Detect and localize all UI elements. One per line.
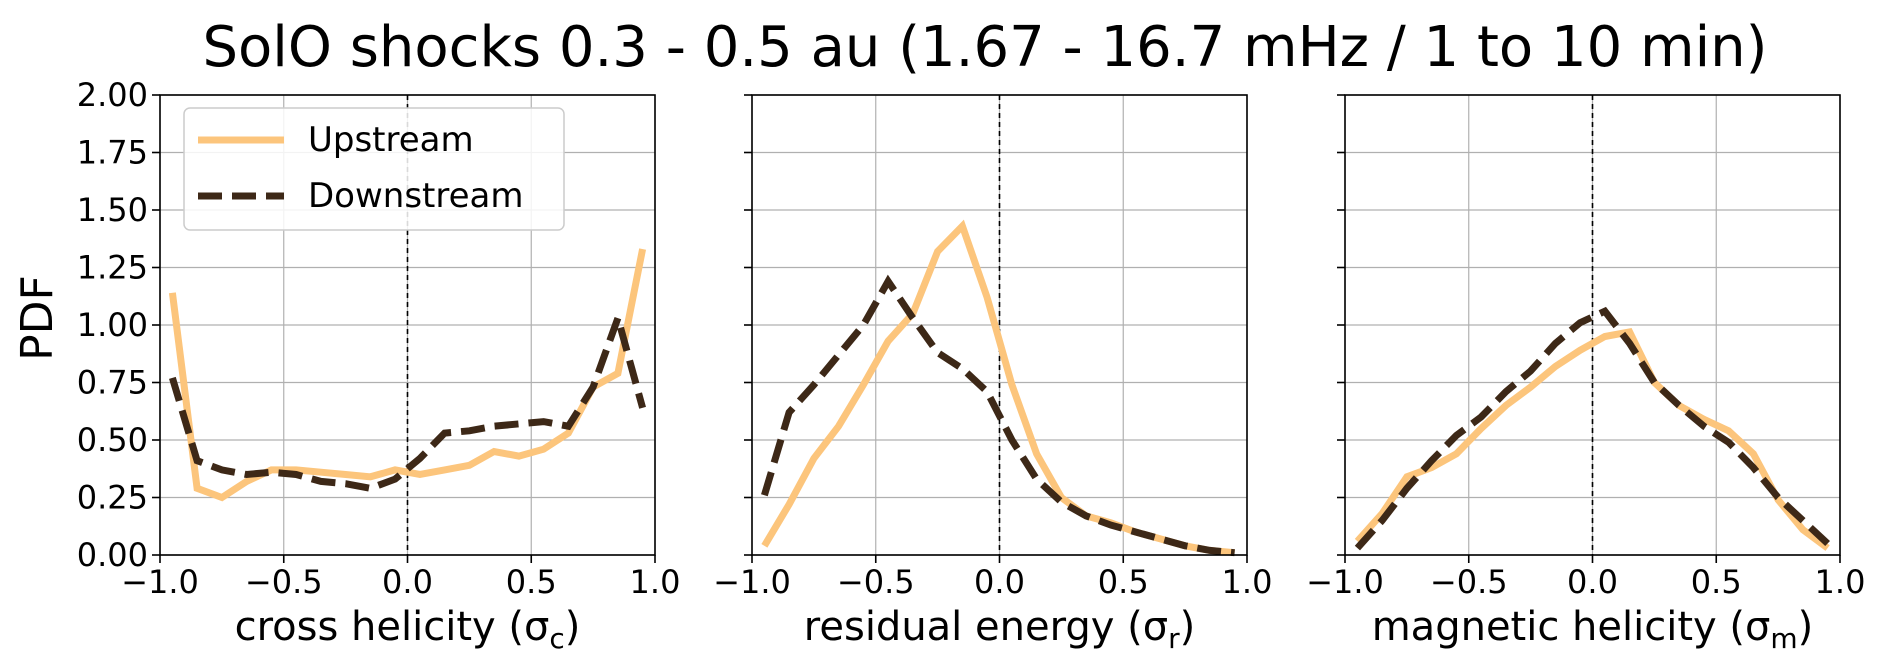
y-tick-label: 1.25 (77, 249, 148, 287)
x-axis-label: residual energy (σr) (804, 604, 1195, 655)
y-axis-label: PDF (12, 275, 63, 361)
series-line-downstream (761, 274, 1235, 557)
x-axis-label: magnetic helicity (σm) (1372, 604, 1814, 655)
y-tick-label: 0.00 (77, 536, 148, 574)
x-tick-label: 0.5 (1098, 563, 1149, 601)
x-tick-label: 1.0 (630, 563, 681, 601)
x-tick-label: 0.0 (1567, 563, 1618, 601)
series-line-upstream (761, 219, 1235, 557)
chart-title: SolO shocks 0.3 - 0.5 au (1.67 - 16.7 mH… (202, 15, 1767, 80)
y-tick-label: 0.25 (77, 479, 148, 517)
x-axis-label: cross helicity (σc) (235, 604, 581, 655)
panels: −1.0 −0.5 0.0 0.5 1.0 0.00 0.25 0.50 0.75 1.00 1.2… (77, 76, 1866, 655)
series-line-downstream (169, 306, 646, 492)
x-tick-label: −0.5 (1430, 563, 1508, 601)
legend-label-downstream: Downstream (308, 176, 524, 216)
y-tick-label: 1.00 (77, 306, 148, 344)
series-line-upstream (1354, 327, 1830, 551)
y-tick-label: 1.75 (77, 134, 148, 172)
series-line-downstream (1354, 306, 1830, 551)
y-tick-label: 0.75 (77, 364, 148, 402)
x-tick-label: −1.0 (713, 563, 791, 601)
x-tick-label: −0.5 (837, 563, 915, 601)
x-tick-label: 0.0 (974, 563, 1025, 601)
x-tick-label: −0.5 (245, 563, 323, 601)
x-tick-label: 0.5 (506, 563, 557, 601)
y-tick-label: 2.00 (77, 76, 148, 114)
x-tick-label: 1.0 (1815, 563, 1866, 601)
legend-label-upstream: Upstream (308, 120, 474, 160)
y-tick-label: 0.50 (77, 421, 148, 459)
x-tick-label: −1.0 (1306, 563, 1384, 601)
legend: Upstream Downstream (183, 107, 565, 231)
series-line-upstream (168, 248, 647, 502)
y-tick-label: 1.50 (77, 191, 148, 229)
x-tick-label: 0.5 (1691, 563, 1742, 601)
panel-2: −1.0 −0.5 0.0 0.5 1.0 residual energy (σr) (713, 94, 1273, 655)
x-tick-label: 0.0 (382, 563, 433, 601)
x-tick-label: 1.0 (1222, 563, 1273, 601)
x-tick-label: −1.0 (121, 563, 199, 601)
